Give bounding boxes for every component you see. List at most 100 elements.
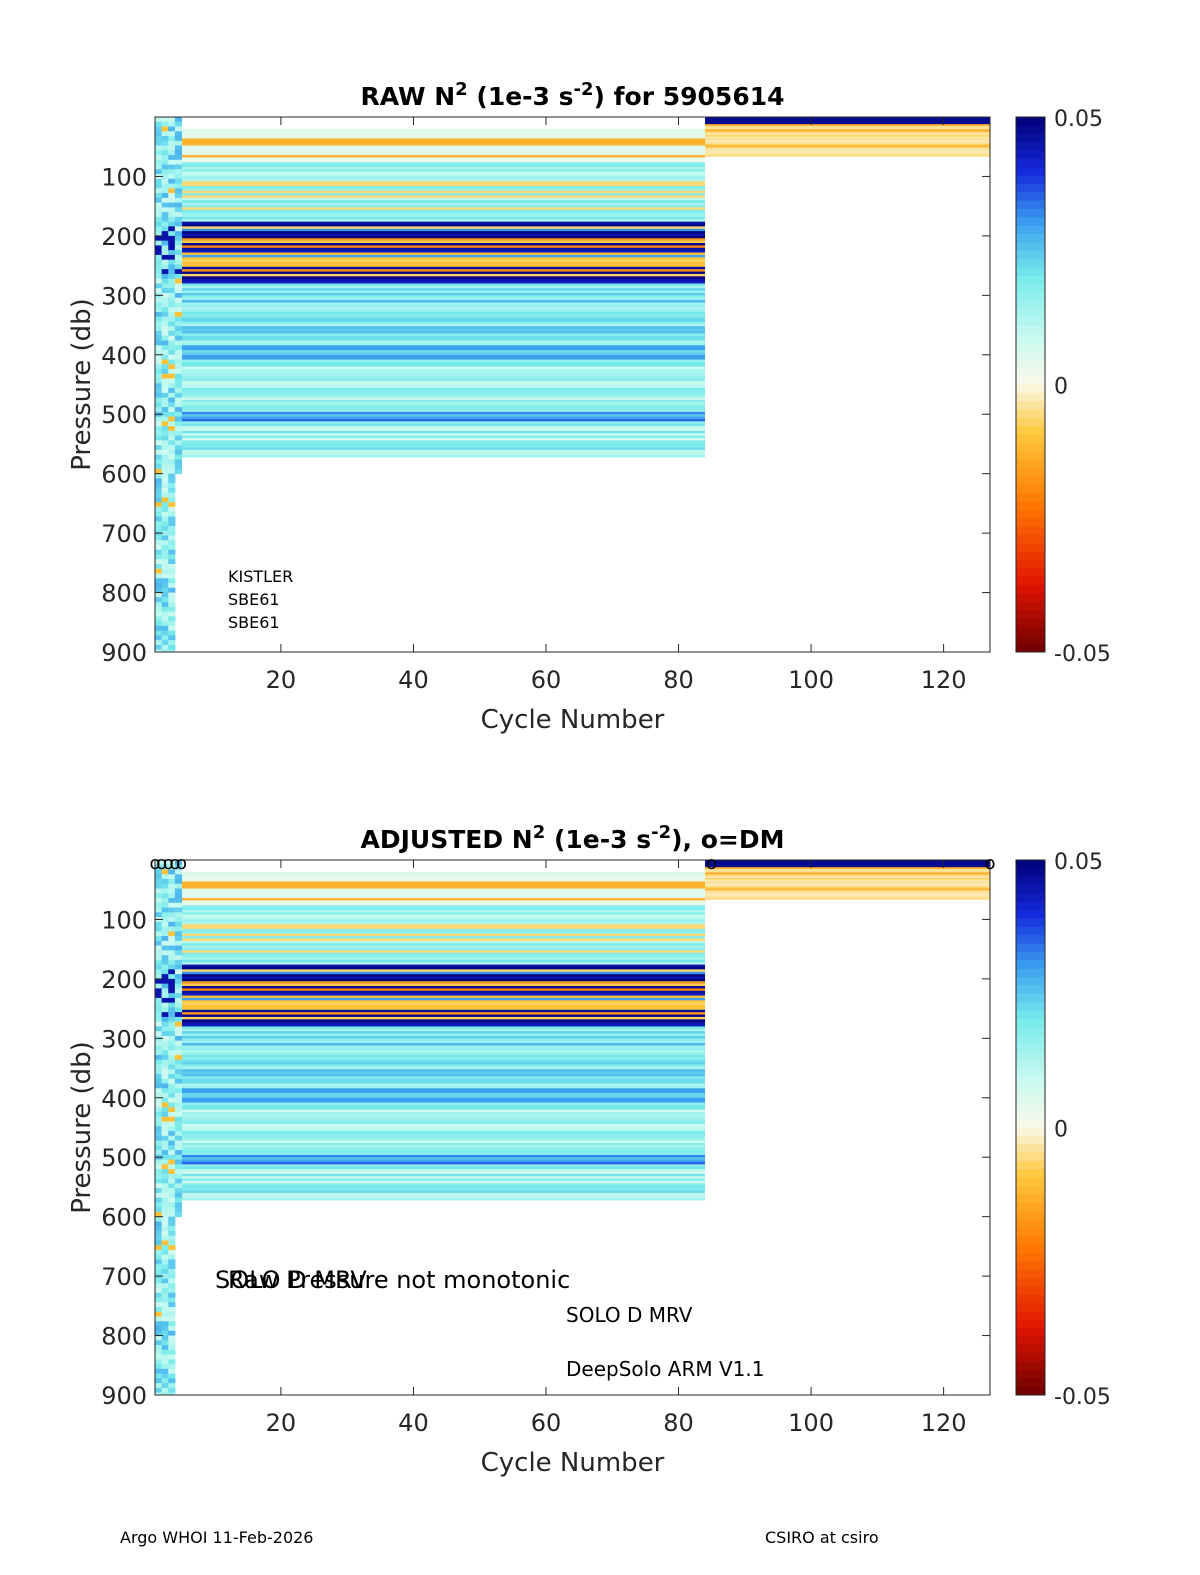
band-cell (181, 1040, 706, 1044)
column-cell (174, 888, 183, 894)
colorbar-step (1016, 960, 1045, 970)
colorbar-step (1016, 543, 1045, 553)
column-cell (161, 193, 169, 199)
band-cell (181, 295, 706, 299)
band-cell (181, 988, 706, 992)
colorbar-step (1016, 1119, 1045, 1128)
band-cell (181, 1119, 706, 1123)
column-cell (168, 583, 176, 589)
band-cell (181, 371, 706, 375)
band-cell (181, 952, 706, 956)
band-cell (181, 1145, 706, 1149)
band-cell (181, 430, 706, 434)
column-cell (161, 354, 169, 361)
colorbar-step (1016, 593, 1045, 603)
column-cell (155, 535, 163, 541)
column-cell (168, 959, 176, 966)
band-cell (705, 890, 990, 893)
column-cell (174, 860, 183, 866)
column-cell (174, 997, 183, 1004)
band-cell (181, 428, 706, 432)
column-cell (161, 1221, 169, 1227)
column-cell (161, 1074, 169, 1080)
colorbar-step (1016, 1002, 1045, 1011)
band-cell (181, 221, 706, 225)
colorbar-step (1016, 275, 1045, 285)
column-cell (174, 1088, 183, 1094)
column-cell (168, 1202, 176, 1208)
column-cell (174, 292, 183, 299)
column-cell (155, 516, 163, 522)
colorbar-step (1016, 951, 1045, 961)
column-cell (174, 388, 183, 394)
column-cell (168, 1102, 176, 1108)
column-cell (155, 235, 163, 242)
column-cell (168, 459, 176, 465)
column-cell (174, 1002, 183, 1008)
column-cell (161, 1349, 169, 1356)
column-cell (168, 487, 176, 494)
column-cell (174, 283, 183, 289)
column-cell (161, 155, 169, 161)
column-cell (168, 1416, 175, 1421)
column-cell (155, 440, 163, 446)
band-cell (705, 884, 990, 888)
band-cell (181, 990, 706, 994)
column-cell (168, 525, 176, 532)
column-cell (168, 649, 176, 652)
column-cell (168, 193, 176, 199)
column-cell (174, 216, 183, 223)
chart-panel-2: 20 40 60 80 100 120 100 200 300 400 500 600 700 800 90… (67, 822, 1111, 1479)
column-cell (161, 430, 169, 437)
column-cell (161, 159, 169, 166)
colorbar-step (1016, 1286, 1045, 1296)
column-cell (168, 502, 176, 508)
column-cell (168, 917, 176, 923)
column-cell (161, 1031, 169, 1037)
column-cell (168, 1069, 176, 1075)
band-cell (181, 316, 706, 320)
colorbar-step (1016, 1186, 1045, 1195)
band-cell (181, 340, 706, 344)
colorbar-step (1016, 1236, 1045, 1246)
x-tick-label: 120 (921, 666, 967, 694)
band-cell (181, 1107, 706, 1111)
column-cell (174, 1078, 183, 1085)
column-cell (155, 959, 163, 966)
band-cell (181, 1045, 706, 1049)
column-cell (161, 392, 169, 399)
column-cell (155, 131, 163, 137)
column-cell (174, 421, 183, 427)
band-cell (181, 1012, 706, 1016)
band-cell (181, 297, 706, 301)
colorbar-step (1016, 334, 1045, 344)
column-cell (155, 511, 163, 517)
colorbar-step (1016, 568, 1045, 578)
column-cell (161, 449, 169, 456)
footer-left: Argo WHOI 11-Feb-2026 (120, 1528, 314, 1547)
column-cell (168, 931, 176, 937)
column-cell (155, 1164, 163, 1170)
column-cell (168, 1278, 176, 1284)
column-cell (168, 669, 175, 674)
band-cell (181, 1109, 706, 1113)
column-cell (168, 997, 176, 1004)
band-cell (181, 250, 706, 254)
column-cell (155, 1211, 163, 1218)
column-cell (168, 164, 176, 170)
band-cell (181, 1152, 706, 1156)
band-cell (705, 138, 990, 141)
column-cell (174, 245, 183, 251)
column-cell (168, 188, 176, 194)
column-cell (162, 654, 169, 659)
column-cell (161, 525, 169, 532)
column-cell (161, 212, 169, 218)
column-cell (155, 964, 163, 970)
band-cell (181, 907, 706, 911)
column-cell (155, 1221, 163, 1227)
column-cell (161, 278, 169, 284)
band-cell (181, 1183, 706, 1187)
column-cell (161, 259, 169, 265)
column-cell (168, 140, 176, 147)
column-cell (161, 1164, 169, 1170)
